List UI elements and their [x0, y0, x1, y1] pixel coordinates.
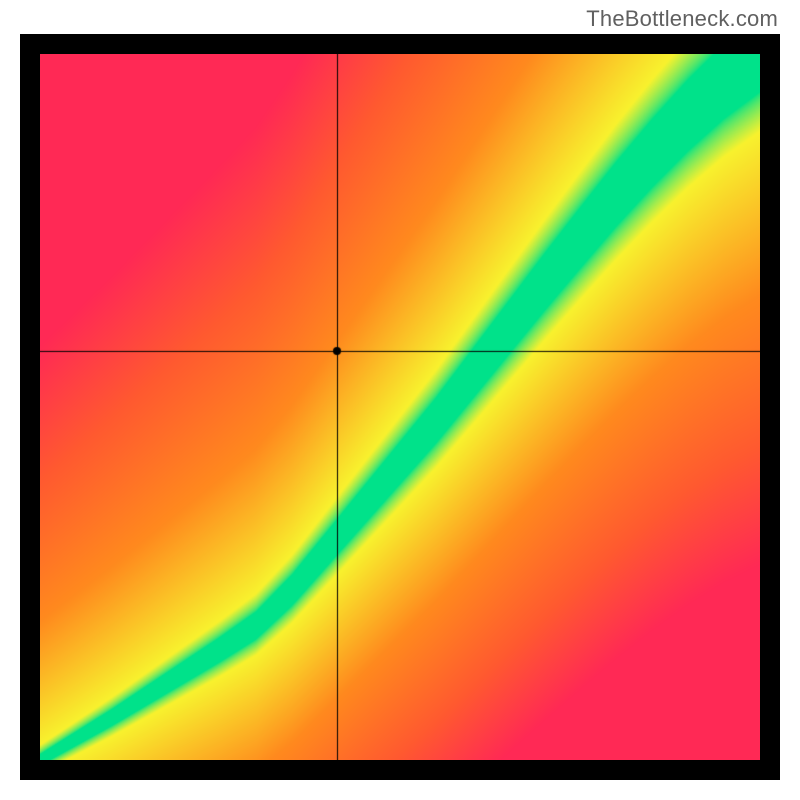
- heatmap-canvas: [40, 54, 760, 760]
- watermark-text: TheBottleneck.com: [586, 6, 778, 32]
- chart-frame: [20, 34, 780, 780]
- chart-container: TheBottleneck.com: [0, 0, 800, 800]
